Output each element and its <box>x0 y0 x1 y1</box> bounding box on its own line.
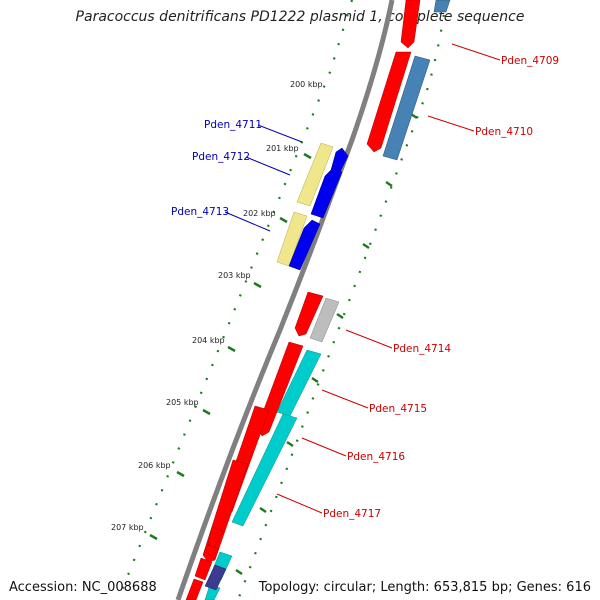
gene-label-pden-4709: Pden_4709 <box>501 55 559 67</box>
tick-label: 205 kbp <box>166 398 199 407</box>
tick-label: 206 kbp <box>138 461 171 470</box>
accession-text: Accession: NC_008688 <box>9 580 157 595</box>
tick-label: 207 kbp <box>111 523 144 532</box>
tick-label: 202 kbp <box>243 209 276 218</box>
gene-labels: Pden_4709 Pden_4710 Pden_4714 Pden_4715 … <box>171 55 559 520</box>
gene-label-pden-4717: Pden_4717 <box>323 508 381 520</box>
tick-label: 204 kbp <box>192 336 225 345</box>
outer-dotted-ring <box>116 0 354 600</box>
gene-label-pden-4711: Pden_4711 <box>204 119 262 131</box>
cds-steelblue <box>382 0 451 161</box>
cds-gray <box>309 297 340 343</box>
gene-label-pden-4716: Pden_4716 <box>347 451 405 463</box>
tick-label: 200 kbp <box>290 80 323 89</box>
gene-label-pden-4712: Pden_4712 <box>192 151 250 163</box>
tick-label: 201 kbp <box>266 144 299 153</box>
kbp-labels: 200 kbp 201 kbp 202 kbp 203 kbp 204 kbp … <box>111 80 323 532</box>
cds-forward-red <box>185 0 421 600</box>
label-leaders <box>224 43 501 514</box>
cds-darkblue <box>204 564 227 591</box>
inner-dotted-ring <box>236 0 448 600</box>
cds-reverse-blue <box>288 147 349 271</box>
gene-label-pden-4710: Pden_4710 <box>475 126 533 138</box>
gene-label-pden-4713: Pden_4713 <box>171 206 229 218</box>
gene-label-pden-4714: Pden_4714 <box>393 343 451 355</box>
tick-label: 203 kbp <box>218 271 251 280</box>
backbone-ticks <box>149 112 418 576</box>
backbone <box>175 0 395 600</box>
topology-summary: Topology: circular; Length: 653,815 bp; … <box>258 580 591 595</box>
gene-label-pden-4715: Pden_4715 <box>369 403 427 415</box>
